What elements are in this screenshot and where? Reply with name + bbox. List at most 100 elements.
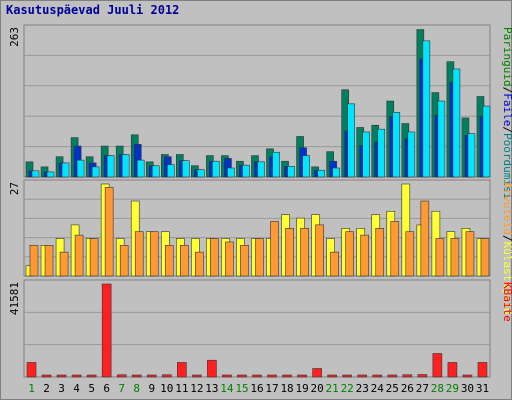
day-label-16: 16: [250, 382, 263, 395]
bar-pöördumisi-day-25: [392, 111, 401, 178]
bar-kbytes-day-20: [312, 368, 322, 378]
sites-visitors-panel: [23, 179, 491, 277]
bar-kbytes-day-4: [71, 374, 82, 378]
bar-arvuteid-day-1: [29, 245, 39, 277]
bar-arvuteid-day-10: [164, 245, 174, 277]
day-label-8: 8: [133, 382, 140, 395]
middle-panel-max-label: 27: [8, 182, 21, 195]
bar-kbytes-day-22: [342, 374, 352, 378]
day-label-28: 28: [431, 382, 444, 395]
bar-kbytes-day-12: [192, 374, 202, 378]
bar-pöördumisi-day-15: [242, 164, 250, 178]
day-label-22: 22: [341, 382, 354, 395]
legend-entry: Külastajaid: [501, 242, 512, 315]
day-label-27: 27: [416, 382, 429, 395]
day-label-10: 10: [160, 382, 173, 395]
day-label-7: 7: [118, 382, 125, 395]
bar-pöördumisi-day-28: [437, 100, 446, 178]
bar-pöördumisi-day-29: [452, 68, 461, 178]
day-label-1: 1: [28, 382, 35, 395]
day-label-14: 14: [220, 382, 234, 395]
bar-pöördumisi-day-13: [212, 160, 220, 178]
bar-kbytes-day-24: [372, 374, 383, 378]
bar-kbytes-day-13: [207, 359, 217, 378]
bar-pöördumisi-day-1: [31, 170, 40, 178]
day-label-2: 2: [43, 382, 50, 395]
day-label-3: 3: [58, 382, 65, 395]
top-panel-legend: Päringuid/Faile/Pöördumisi: [501, 27, 512, 199]
bar-arvuteid-day-2: [44, 245, 54, 277]
day-label-21: 21: [326, 382, 339, 395]
bar-pöördumisi-day-10: [166, 164, 175, 178]
bar-kbytes-day-2: [41, 374, 52, 378]
day-label-4: 4: [73, 382, 80, 395]
day-label-26: 26: [401, 382, 414, 395]
bar-kbytes-day-30: [462, 374, 473, 378]
bar-pöördumisi-day-14: [227, 167, 235, 178]
bar-arvuteid-day-13: [210, 238, 219, 277]
bottom-panel-max-label: 41581: [8, 282, 21, 315]
bar-arvuteid-day-7: [119, 245, 129, 277]
bar-arvuteid-day-12: [195, 251, 204, 277]
bar-pöördumisi-day-7: [121, 154, 130, 178]
bar-kbytes-day-1: [26, 362, 37, 378]
bar-arvuteid-day-20: [315, 224, 324, 277]
bar-arvuteid-day-14: [225, 241, 234, 277]
bar-arvuteid-day-18: [285, 227, 294, 277]
bar-pöördumisi-day-11: [182, 160, 190, 178]
bar-kbytes-day-7: [116, 374, 127, 378]
day-label-5: 5: [88, 382, 95, 395]
bar-arvuteid-day-4: [74, 234, 84, 277]
bar-pöördumisi-day-9: [151, 165, 160, 178]
bar-pöördumisi-day-18: [287, 166, 295, 178]
bar-pöördumisi-day-8: [136, 159, 145, 178]
bar-arvuteid-day-3: [59, 251, 69, 277]
bar-kbytes-day-9: [146, 374, 157, 378]
bar-pöördumisi-day-30: [467, 133, 476, 178]
bar-kbytes-day-29: [447, 362, 458, 378]
day-label-6: 6: [103, 382, 110, 395]
bar-arvuteid-day-24: [375, 227, 385, 277]
bar-kbytes-day-19: [297, 374, 307, 378]
hits-files-visits-panel: [23, 24, 491, 178]
bar-pöördumisi-day-21: [332, 167, 340, 178]
chart-title: Kasutuspäevad Juuli 2012: [6, 3, 179, 17]
bar-kbytes-day-14: [222, 374, 232, 378]
legend-entry: Pöördumisi: [501, 133, 512, 199]
bar-kbytes-day-26: [402, 374, 413, 378]
bar-kbytes-day-18: [282, 374, 292, 378]
day-label-25: 25: [386, 382, 399, 395]
bar-arvuteid-day-19: [300, 227, 309, 277]
bar-pöördumisi-day-2: [46, 171, 55, 178]
bar-pöördumisi-day-20: [317, 169, 325, 178]
bar-pöördumisi-day-27: [422, 40, 431, 178]
bar-arvuteid-day-21: [330, 251, 339, 277]
day-label-31: 31: [476, 382, 489, 395]
bar-arvuteid-day-23: [360, 234, 370, 277]
bar-pöördumisi-day-5: [91, 166, 100, 178]
bar-pöördumisi-day-12: [197, 169, 205, 178]
bottom-panel-legend: KBaite: [501, 282, 512, 322]
bar-kbytes-day-23: [357, 374, 368, 378]
bar-arvuteid-day-9: [149, 231, 159, 277]
day-label-19: 19: [295, 382, 308, 395]
day-label-18: 18: [280, 382, 293, 395]
bar-kbytes-day-15: [237, 374, 247, 378]
middle-panel-legend: Arvuteid/Külastajaid: [501, 182, 512, 314]
bar-pöördumisi-day-17: [272, 151, 280, 178]
day-label-13: 13: [205, 382, 218, 395]
bar-pöördumisi-day-4: [76, 159, 85, 178]
bar-pöördumisi-day-6: [106, 155, 115, 178]
day-label-17: 17: [265, 382, 278, 395]
bar-arvuteid-day-6: [104, 187, 114, 277]
bar-arvuteid-day-29: [450, 238, 460, 277]
bar-pöördumisi-day-26: [407, 131, 416, 178]
bar-pöördumisi-day-22: [347, 103, 355, 178]
legend-entry: /: [501, 235, 512, 242]
bar-kbytes-day-6: [101, 283, 112, 378]
day-label-24: 24: [371, 382, 385, 395]
bar-kbytes-day-21: [327, 374, 337, 378]
bar-arvuteid-day-8: [134, 231, 144, 277]
bar-kbytes-day-11: [177, 362, 187, 378]
